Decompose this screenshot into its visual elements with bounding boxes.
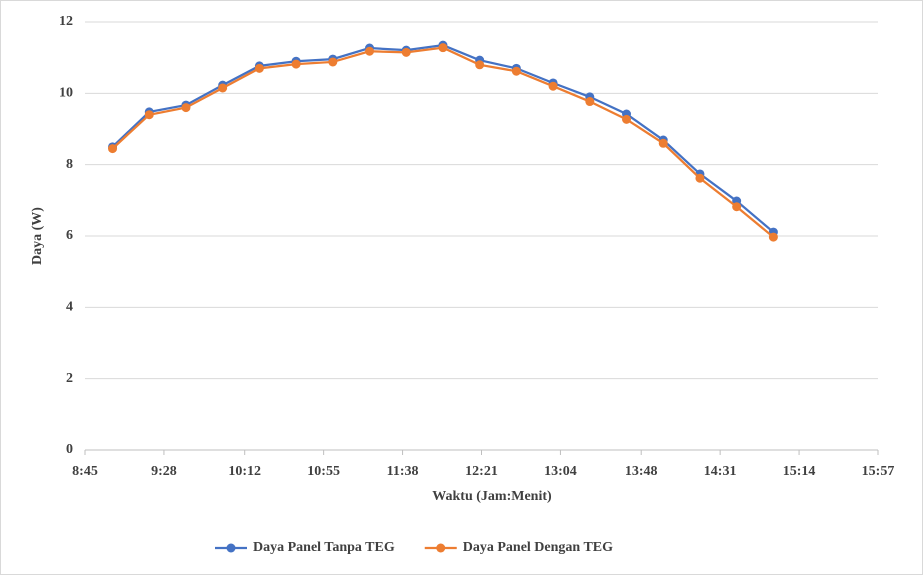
data-point: [475, 60, 485, 70]
data-point: [328, 57, 338, 67]
legend-label: Daya Panel Tanpa TEG: [253, 540, 395, 555]
data-point: [218, 83, 228, 93]
data-point: [622, 114, 632, 124]
data-point: [108, 144, 118, 154]
data-point: [768, 232, 778, 242]
legend-marker: [436, 543, 446, 553]
x-tick-label: 13:04: [544, 464, 577, 479]
y-tick-label: 8: [66, 157, 73, 172]
y-tick-label: 2: [66, 371, 73, 386]
data-point: [585, 97, 595, 107]
data-point: [401, 47, 411, 57]
y-tick-label: 10: [59, 86, 73, 101]
x-tick-label: 10:55: [307, 464, 340, 479]
x-tick-label: 15:57: [862, 464, 895, 479]
data-point: [438, 43, 448, 53]
y-tick-label: 4: [66, 300, 73, 315]
legend-label: Daya Panel Dengan TEG: [463, 540, 613, 555]
data-point: [181, 103, 191, 113]
data-point: [144, 110, 154, 120]
x-axis-label: Waktu (Jam:Menit): [432, 489, 552, 504]
data-point: [732, 202, 742, 212]
y-tick-label: 0: [66, 442, 73, 457]
y-tick-label: 6: [66, 228, 73, 243]
data-point: [511, 66, 521, 76]
x-tick-label: 8:45: [72, 464, 98, 479]
legend-marker: [226, 543, 236, 553]
x-tick-label: 11:38: [387, 464, 419, 479]
data-point: [291, 59, 301, 69]
data-point: [548, 81, 558, 91]
data-point: [695, 173, 705, 183]
x-tick-label: 12:21: [465, 464, 498, 479]
data-point: [658, 138, 668, 148]
x-tick-label: 10:12: [228, 464, 261, 479]
x-tick-label: 13:48: [625, 464, 658, 479]
x-tick-label: 14:31: [704, 464, 737, 479]
y-axis-label: Daya (W): [30, 207, 45, 265]
data-point: [254, 63, 264, 73]
data-point: [365, 46, 375, 56]
x-tick-label: 9:28: [151, 464, 177, 479]
y-tick-label: 12: [59, 14, 73, 29]
x-tick-label: 15:14: [783, 464, 816, 479]
